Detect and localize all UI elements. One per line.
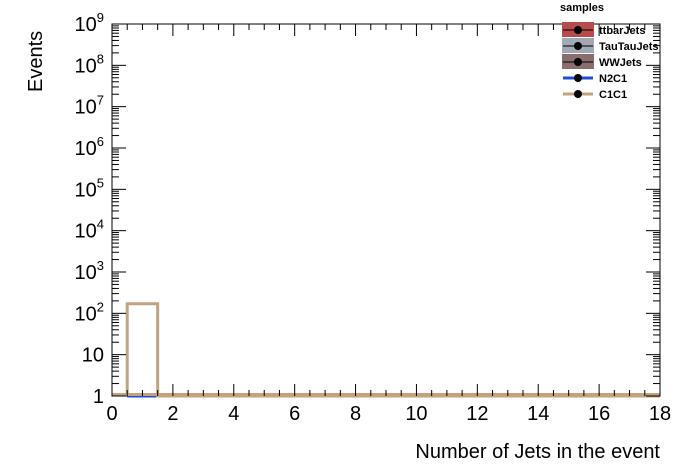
series-c1c1-outline [125, 302, 660, 398]
plot-series [112, 302, 660, 398]
y-tick-exponent: 3 [97, 258, 104, 273]
y-tick-label: 106 [75, 134, 104, 160]
x-tick-label: 18 [649, 403, 671, 425]
legend-entry: WWJets [562, 54, 642, 69]
legend: samples ttbarJets TauTauJets WWJets N2C1 C1C… [560, 2, 659, 101]
legend-entry: N2C1 [563, 73, 627, 85]
y-tick-label: 103 [75, 258, 104, 284]
y-tick-exponent: 2 [97, 299, 104, 314]
y-tick-base: 10 [75, 55, 97, 77]
x-axis: 0 2 4 6 8 10 12 14 16 18 [106, 24, 671, 425]
legend-marker [574, 74, 582, 82]
y-tick-label: 107 [75, 93, 104, 119]
y-tick-exponent: 4 [97, 217, 104, 232]
y-axis-title: Events [25, 31, 47, 92]
legend-entry: ttbarJets [562, 22, 645, 37]
y-tick-label: 10 [82, 345, 104, 367]
y-tick-base: 10 [75, 262, 97, 284]
legend-label: ttbarJets [599, 25, 645, 37]
x-tick-label: 2 [167, 403, 178, 425]
y-tick-label: 104 [75, 217, 104, 243]
x-tick-label: 6 [289, 403, 300, 425]
y-tick-exponent: 9 [97, 10, 104, 25]
legend-entry: C1C1 [563, 89, 627, 101]
legend-label: C1C1 [599, 89, 627, 101]
y-tick-label: 109 [75, 10, 104, 36]
y-tick-exponent: 8 [97, 51, 104, 66]
y-tick-exponent: 6 [97, 134, 104, 149]
legend-marker [574, 42, 582, 50]
y-tick-exponent: 7 [97, 93, 104, 108]
x-tick-label: 16 [588, 403, 610, 425]
x-tick-label: 10 [405, 403, 427, 425]
legend-title: samples [560, 2, 604, 14]
legend-marker [574, 90, 582, 98]
y-tick-label: 105 [75, 175, 104, 201]
y-tick-base: 10 [75, 97, 97, 119]
y-tick-label: 108 [75, 51, 104, 77]
legend-label: N2C1 [599, 73, 627, 85]
y-tick-base: 10 [82, 345, 104, 367]
y-tick-base: 10 [75, 303, 97, 325]
x-tick-label: 4 [228, 403, 239, 425]
legend-marker [574, 58, 582, 66]
y-tick-label: 1 [93, 386, 104, 408]
legend-label: TauTauJets [599, 41, 659, 53]
y-tick-base: 10 [75, 138, 97, 160]
legend-label: WWJets [599, 57, 642, 69]
x-tick-label: 0 [106, 403, 117, 425]
x-tick-label: 12 [466, 403, 488, 425]
x-tick-label: 14 [527, 403, 549, 425]
legend-marker [574, 26, 582, 34]
x-axis-title: Number of Jets in the event [415, 441, 660, 463]
y-tick-base: 10 [75, 14, 97, 36]
y-tick-base: 10 [75, 179, 97, 201]
legend-entry: TauTauJets [562, 38, 659, 53]
x-tick-label: 8 [350, 403, 361, 425]
y-tick-base: 10 [75, 221, 97, 243]
y-tick-exponent: 5 [97, 175, 104, 190]
y-tick-base: 1 [93, 386, 104, 408]
y-tick-label: 102 [75, 299, 104, 325]
